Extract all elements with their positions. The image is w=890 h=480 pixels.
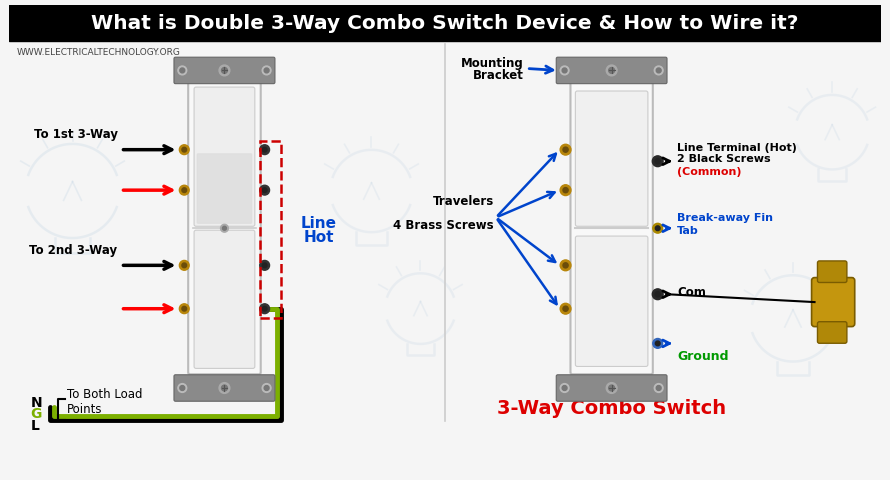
Bar — [9, 5, 881, 41]
Text: 2 Black Screws: 2 Black Screws — [677, 154, 771, 164]
Circle shape — [264, 68, 269, 73]
Text: Tab: Tab — [677, 226, 699, 236]
Circle shape — [182, 263, 187, 268]
Text: To Both Load
Points: To Both Load Points — [67, 388, 142, 416]
FancyBboxPatch shape — [188, 81, 261, 374]
Circle shape — [260, 261, 270, 270]
Circle shape — [222, 385, 228, 391]
Circle shape — [219, 383, 230, 394]
Circle shape — [652, 289, 663, 300]
Text: Bracket: Bracket — [473, 69, 523, 82]
FancyBboxPatch shape — [556, 375, 667, 401]
FancyBboxPatch shape — [812, 277, 854, 326]
Circle shape — [222, 68, 228, 73]
Circle shape — [182, 306, 187, 311]
Circle shape — [560, 66, 569, 75]
FancyBboxPatch shape — [194, 87, 255, 226]
Text: Break-away Fin: Break-away Fin — [677, 214, 773, 223]
Circle shape — [180, 261, 190, 270]
Circle shape — [606, 65, 617, 76]
Circle shape — [178, 66, 187, 75]
Circle shape — [180, 68, 185, 73]
Circle shape — [654, 384, 663, 393]
Text: (Common): (Common) — [677, 167, 741, 177]
Text: WWW.ELECTRICALTECHNOLOGY.ORG: WWW.ELECTRICALTECHNOLOGY.ORG — [17, 48, 181, 57]
Circle shape — [222, 226, 226, 230]
Circle shape — [609, 68, 615, 73]
Circle shape — [563, 306, 568, 312]
Circle shape — [655, 159, 660, 164]
Circle shape — [182, 188, 187, 192]
Text: What is Double 3-Way Combo Switch Device & How to Wire it?: What is Double 3-Way Combo Switch Device… — [92, 14, 798, 33]
Circle shape — [260, 304, 270, 313]
Circle shape — [656, 68, 661, 73]
FancyBboxPatch shape — [174, 57, 275, 84]
Text: To 2nd 3-Way: To 2nd 3-Way — [29, 243, 117, 256]
Text: Line Terminal (Hot): Line Terminal (Hot) — [677, 143, 797, 153]
Circle shape — [656, 385, 661, 390]
Text: To 1st 3-Way: To 1st 3-Way — [34, 128, 117, 141]
Circle shape — [263, 147, 267, 152]
FancyBboxPatch shape — [570, 81, 652, 374]
Circle shape — [562, 68, 567, 73]
Circle shape — [560, 185, 571, 195]
Circle shape — [178, 384, 187, 393]
FancyBboxPatch shape — [575, 91, 648, 226]
FancyBboxPatch shape — [174, 375, 275, 401]
Circle shape — [606, 383, 617, 394]
Circle shape — [260, 185, 270, 195]
Text: Ground: Ground — [677, 349, 729, 363]
Text: G: G — [30, 408, 42, 421]
Circle shape — [264, 385, 269, 390]
Circle shape — [560, 303, 571, 314]
Text: Com: Com — [677, 286, 706, 299]
FancyBboxPatch shape — [818, 261, 847, 283]
Circle shape — [609, 385, 615, 391]
Text: Line: Line — [301, 216, 336, 231]
Circle shape — [563, 188, 568, 193]
Circle shape — [563, 263, 568, 268]
FancyBboxPatch shape — [575, 236, 648, 366]
FancyBboxPatch shape — [197, 154, 252, 223]
Text: Mounting: Mounting — [461, 57, 523, 70]
Circle shape — [652, 223, 662, 233]
Circle shape — [260, 145, 270, 155]
FancyBboxPatch shape — [818, 322, 847, 343]
Circle shape — [652, 156, 663, 167]
FancyBboxPatch shape — [556, 57, 667, 84]
Circle shape — [655, 226, 660, 230]
Circle shape — [560, 384, 569, 393]
Text: 3-Way Combo Switch: 3-Way Combo Switch — [498, 399, 726, 418]
Text: Travelers: Travelers — [433, 195, 494, 208]
Bar — [260, 141, 281, 318]
Circle shape — [263, 188, 267, 192]
Text: N: N — [30, 396, 42, 410]
Circle shape — [263, 306, 267, 311]
Circle shape — [219, 65, 230, 76]
Circle shape — [221, 224, 229, 232]
Circle shape — [560, 260, 571, 271]
Circle shape — [263, 384, 271, 393]
Circle shape — [655, 292, 660, 297]
Circle shape — [263, 263, 267, 268]
Text: 4 Brass Screws: 4 Brass Screws — [393, 219, 494, 232]
Circle shape — [652, 338, 662, 348]
Circle shape — [560, 144, 571, 155]
Circle shape — [180, 145, 190, 155]
Circle shape — [563, 147, 568, 152]
Circle shape — [655, 341, 660, 346]
Text: Hot: Hot — [303, 229, 334, 244]
Circle shape — [180, 185, 190, 195]
Circle shape — [562, 385, 567, 390]
Text: L: L — [30, 419, 39, 433]
Circle shape — [654, 66, 663, 75]
Circle shape — [182, 147, 187, 152]
FancyBboxPatch shape — [194, 230, 255, 369]
Circle shape — [263, 66, 271, 75]
Circle shape — [180, 385, 185, 390]
Circle shape — [180, 304, 190, 313]
